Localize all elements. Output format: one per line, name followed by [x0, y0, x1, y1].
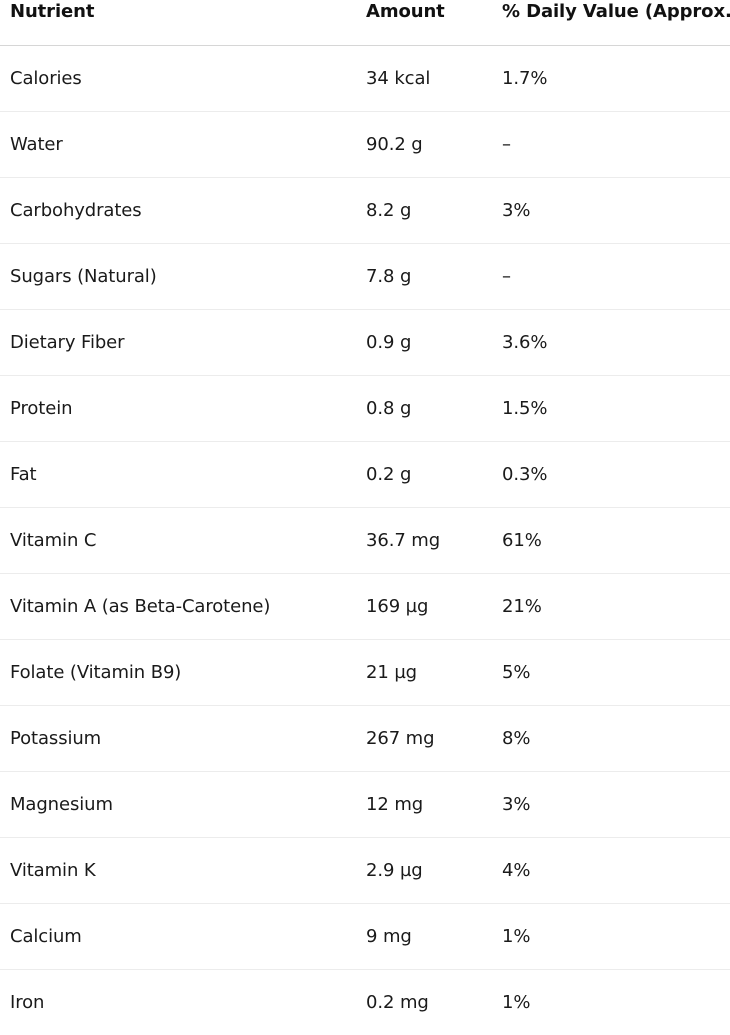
nutrient-name: Vitamin K [10, 838, 96, 903]
table-row: Vitamin K 2.9 µg 4% [0, 838, 730, 904]
table-row: Sugars (Natural) 7.8 g – [0, 244, 730, 310]
nutrient-amount: 7.8 g [366, 244, 411, 309]
nutrient-amount: 0.8 g [366, 376, 411, 441]
nutrient-name: Water [10, 112, 63, 177]
nutrient-daily-value: 8% [502, 706, 530, 771]
table-row: Vitamin C 36.7 mg 61% [0, 508, 730, 574]
table-row: Fat 0.2 g 0.3% [0, 442, 730, 508]
table-row: Potassium 267 mg 8% [0, 706, 730, 772]
nutrient-name: Iron [10, 970, 44, 1035]
nutrient-name: Vitamin A (as Beta-Carotene) [10, 574, 270, 639]
nutrient-amount: 2.9 µg [366, 838, 423, 903]
nutrient-daily-value: 3.6% [502, 310, 547, 375]
nutrient-daily-value: 1.7% [502, 46, 547, 111]
nutrient-amount: 0.2 g [366, 442, 411, 507]
nutrient-amount: 8.2 g [366, 178, 411, 243]
nutrient-amount: 0.2 mg [366, 970, 429, 1035]
nutrient-amount: 9 mg [366, 904, 412, 969]
nutrient-amount: 34 kcal [366, 46, 430, 111]
nutrient-daily-value: 21% [502, 574, 542, 639]
nutrient-daily-value: 1.5% [502, 376, 547, 441]
nutrient-name: Protein [10, 376, 72, 441]
table-row: Iron 0.2 mg 1% [0, 970, 730, 1035]
nutrient-amount: 267 mg [366, 706, 434, 771]
nutrient-name: Sugars (Natural) [10, 244, 157, 309]
nutrient-amount: 0.9 g [366, 310, 411, 375]
table-row: Magnesium 12 mg 3% [0, 772, 730, 838]
nutrient-daily-value: 4% [502, 838, 530, 903]
nutrient-name: Magnesium [10, 772, 113, 837]
nutrient-daily-value: 3% [502, 772, 530, 837]
nutrient-daily-value: – [502, 112, 511, 177]
nutrient-amount: 90.2 g [366, 112, 423, 177]
table-row: Protein 0.8 g 1.5% [0, 376, 730, 442]
header-amount: Amount [366, 0, 445, 46]
nutrient-daily-value: – [502, 244, 511, 309]
nutrient-name: Carbohydrates [10, 178, 142, 243]
nutrient-name: Dietary Fiber [10, 310, 124, 375]
table-row: Vitamin A (as Beta-Carotene) 169 µg 21% [0, 574, 730, 640]
table-row: Calories 34 kcal 1.7% [0, 46, 730, 112]
nutrient-amount: 12 mg [366, 772, 423, 837]
table-header-row: Nutrient Amount % Daily Value (Approx.) [0, 0, 730, 46]
header-nutrient: Nutrient [10, 0, 94, 46]
table-row: Folate (Vitamin B9) 21 µg 5% [0, 640, 730, 706]
header-daily-value: % Daily Value (Approx.) [502, 0, 730, 46]
nutrient-name: Calories [10, 46, 82, 111]
nutrient-amount: 21 µg [366, 640, 417, 705]
nutrient-name: Potassium [10, 706, 101, 771]
nutrient-daily-value: 5% [502, 640, 530, 705]
nutrient-daily-value: 1% [502, 970, 530, 1035]
nutrient-daily-value: 3% [502, 178, 530, 243]
table-row: Calcium 9 mg 1% [0, 904, 730, 970]
nutrient-amount: 169 µg [366, 574, 428, 639]
nutrient-daily-value: 1% [502, 904, 530, 969]
nutrient-name: Vitamin C [10, 508, 96, 573]
nutrient-name: Fat [10, 442, 37, 507]
table-row: Carbohydrates 8.2 g 3% [0, 178, 730, 244]
nutrient-name: Calcium [10, 904, 82, 969]
table-row: Water 90.2 g – [0, 112, 730, 178]
table-row: Dietary Fiber 0.9 g 3.6% [0, 310, 730, 376]
nutrient-daily-value: 0.3% [502, 442, 547, 507]
nutrient-name: Folate (Vitamin B9) [10, 640, 181, 705]
nutrient-daily-value: 61% [502, 508, 542, 573]
nutrient-amount: 36.7 mg [366, 508, 440, 573]
